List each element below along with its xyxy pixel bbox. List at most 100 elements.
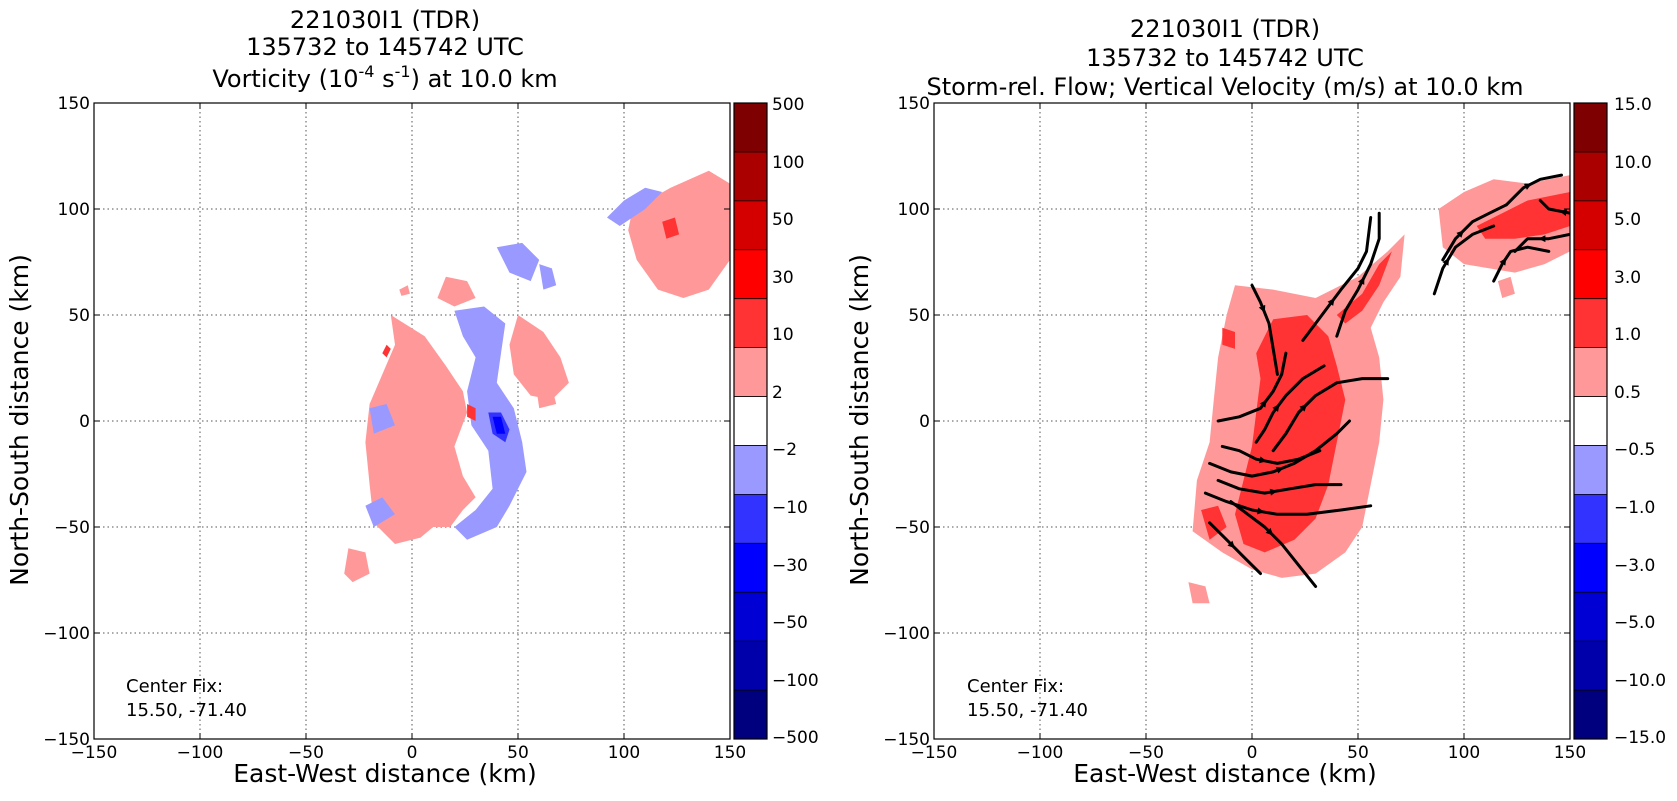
colorbar-frame: [1573, 102, 1608, 740]
streamline: [1229, 500, 1318, 588]
colorbar-swatch: [734, 543, 767, 593]
y-tick-label: −150: [883, 730, 930, 750]
streamline: [1203, 491, 1373, 516]
colorbar: [1573, 102, 1608, 740]
y-tick-label: −50: [894, 518, 930, 538]
colorbar-swatch: [734, 494, 767, 544]
colorbar-label: 3.0: [1614, 268, 1641, 288]
y-tick-label: 50: [908, 306, 930, 326]
streamline-arrowhead: [1259, 399, 1267, 408]
colorbar-labels: 15.0 10.0 5.0 3.0 1.0 0.5 −0.5 −1.0 −3.0…: [1614, 95, 1666, 748]
x-tick-label: −150: [911, 743, 958, 763]
center-fix-value: 15.50, -71.40: [126, 700, 247, 721]
streamline: [1441, 203, 1508, 262]
streamline-arrowhead: [1258, 304, 1266, 313]
streamline-arrowhead: [1499, 257, 1507, 266]
colorbar-swatch: [1574, 445, 1607, 495]
center-fix-value: 15.50, -71.40: [967, 700, 1088, 721]
x-axis-ticks: −150 −100 −50 0 50 100 150: [71, 103, 746, 763]
colorbar-swatch: [1574, 690, 1607, 740]
colorbar-label: −5.0: [1614, 613, 1655, 633]
streamline: [1432, 224, 1496, 296]
colorbar: [733, 102, 768, 740]
vorticity-panel: 221030I1 (TDR) 135732 to 145742 UTC Vort…: [5, 6, 819, 788]
streamline-arrowhead: [1259, 456, 1267, 464]
x-tick-label: 100: [608, 743, 640, 763]
streamline: [1216, 351, 1288, 423]
y-tick-label: 50: [68, 306, 90, 326]
panel-title-line1: 221030I1 (TDR): [1130, 15, 1320, 43]
colorbar-swatch: [1574, 151, 1607, 202]
x-tick-label: 150: [714, 743, 746, 763]
contour-region: [1201, 505, 1227, 540]
x-tick-label: −100: [177, 743, 224, 763]
colorbar-swatch: [734, 445, 767, 495]
streamline-arrowhead: [1559, 209, 1568, 216]
colorbar-label: −0.5: [1614, 440, 1655, 460]
streamline-arrowhead: [1227, 540, 1236, 549]
colorbar-swatch: [1574, 347, 1607, 398]
colorbar-label: −100: [772, 671, 819, 691]
streamline: [1504, 173, 1563, 207]
y-tick-label: 0: [79, 412, 90, 432]
contour-region: [607, 187, 663, 226]
colorbar-label: −500: [772, 728, 819, 748]
colorbar-label: 10.0: [1614, 153, 1652, 173]
y-axis-ticks: −150 −100 −50 0 50 100 150: [883, 94, 1570, 750]
contour-region: [1222, 327, 1235, 349]
contour-region: [1476, 192, 1570, 239]
contour-region: [1188, 582, 1210, 604]
colorbar-label: −10: [772, 498, 808, 518]
contour-region: [399, 285, 410, 296]
colorbar-label: −1.0: [1614, 498, 1655, 518]
colorbar-swatch: [1574, 298, 1607, 349]
colorbar-swatch: [734, 396, 767, 446]
colorbar-label: 15.0: [1614, 95, 1652, 115]
colorbar-swatch: [1574, 543, 1607, 593]
colorbar-swatch: [734, 200, 767, 251]
contour-region: [369, 404, 395, 434]
contour-region: [1336, 251, 1392, 324]
colorbar-label: −15.0: [1614, 728, 1666, 748]
colorbar-swatch: [1574, 494, 1607, 544]
colorbar-label: 30: [772, 268, 794, 288]
streamline: [1216, 478, 1343, 495]
contour-region: [365, 315, 476, 544]
contour-region: [382, 344, 391, 358]
streamline-arrowhead: [1275, 467, 1284, 474]
x-tick-label: 0: [1247, 743, 1258, 763]
colorbar-swatch: [734, 249, 767, 300]
y-axis-label: North-South distance (km): [845, 254, 874, 586]
streamline: [1513, 232, 1570, 253]
colorbar-swatch: [734, 641, 767, 691]
colorbar-swatch: [734, 592, 767, 642]
colorbar-label: 0.5: [1614, 383, 1641, 403]
colorbar-label: 2: [772, 383, 783, 403]
colorbar-label: −30: [772, 556, 808, 576]
x-tick-label: 0: [407, 743, 418, 763]
contour-region: [1497, 276, 1515, 298]
streamline: [1208, 521, 1262, 576]
title-superscript-b: -1: [395, 62, 411, 81]
x-axis-ticks: −150 −100 −50 0 50 100 150: [911, 103, 1586, 763]
colorbar-label: 10: [772, 325, 794, 345]
contour-region: [437, 276, 476, 307]
x-axis-label: East-West distance (km): [233, 759, 537, 788]
y-tick-label: −150: [43, 730, 90, 750]
y-tick-label: 150: [58, 94, 90, 114]
colorbar-swatch: [734, 151, 767, 202]
colorbar-label: 1.0: [1614, 325, 1641, 345]
contour-region: [365, 497, 395, 527]
streamline: [1492, 245, 1551, 283]
colorbar-swatch: [1574, 641, 1607, 691]
contour-region: [496, 242, 540, 282]
x-tick-label: −50: [1128, 743, 1164, 763]
streamline-arrowhead: [1523, 183, 1532, 190]
colorbar-label: −10.0: [1614, 671, 1666, 691]
streamline-arrowhead: [1272, 404, 1280, 412]
colorbar-label: −50: [772, 613, 808, 633]
colorbar-swatch: [1574, 200, 1607, 251]
y-tick-label: 100: [898, 200, 930, 220]
